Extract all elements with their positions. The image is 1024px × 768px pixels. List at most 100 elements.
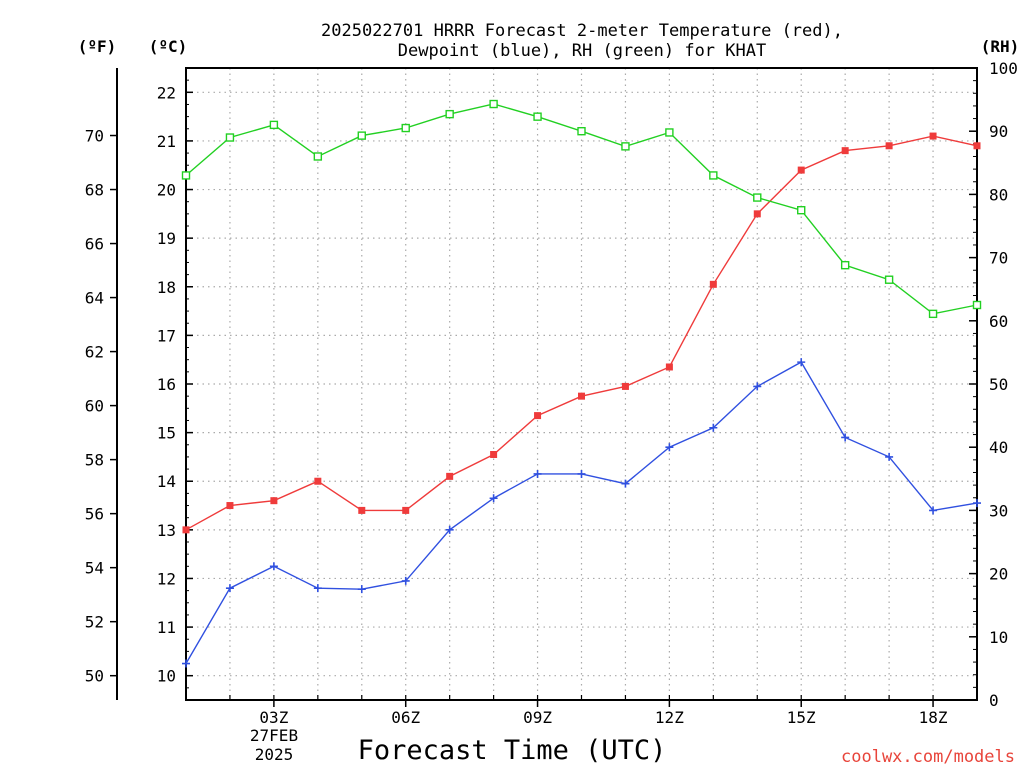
rh-point (753, 193, 762, 202)
rh-point (665, 128, 674, 137)
temperature-point (929, 132, 937, 140)
dewpoint-point (753, 382, 762, 391)
fahrenheit-axis-label: (ºF) (78, 37, 117, 56)
temperature-point (621, 382, 629, 390)
fahrenheit-tick-label: 56 (85, 505, 104, 524)
rh-point (621, 142, 630, 151)
temperature-point (885, 142, 893, 150)
grid-lines (186, 68, 977, 700)
temperature-point (270, 497, 278, 505)
series-rh (181, 99, 982, 319)
dewpoint-point (401, 576, 410, 585)
dewpoint-point (182, 659, 190, 668)
celsius-tick-label: 22 (157, 83, 176, 102)
fahrenheit-tick-label: 70 (85, 127, 104, 146)
fahrenheit-tick-label: 68 (85, 181, 104, 200)
fahrenheit-tick-label: 60 (85, 397, 104, 416)
rh-point (533, 112, 542, 121)
rh-point (489, 99, 498, 109)
celsius-tick-label: 12 (157, 569, 176, 588)
celsius-tick-label: 19 (157, 229, 176, 248)
celsius-tick-label: 10 (157, 667, 176, 686)
chart-title-line-1: 2025022701 HRRR Forecast 2-meter Tempera… (321, 21, 843, 41)
dewpoint-point (885, 452, 894, 461)
celsius-tick-label: 18 (157, 278, 176, 297)
rh-tick-label: 10 (989, 628, 1008, 647)
dewpoint-point (357, 585, 366, 594)
rh-tick-label: 80 (989, 185, 1008, 204)
rh-tick-label: 60 (989, 312, 1008, 331)
rh-point (357, 131, 366, 140)
celsius-tick-label: 21 (157, 132, 176, 151)
x-tick-label: 03Z (259, 708, 288, 727)
temperature-point (314, 477, 322, 485)
fahrenheit-tick-label: 66 (85, 235, 104, 254)
fahrenheit-tick-label: 52 (85, 613, 104, 632)
celsius-tick-label: 20 (157, 181, 176, 200)
fahrenheit-tick-label: 62 (85, 343, 104, 362)
celsius-tick-label: 11 (157, 618, 176, 637)
rh-tick-label: 20 (989, 565, 1008, 584)
watermark: coolwx.com/models (841, 747, 1015, 767)
dewpoint-point (665, 443, 674, 452)
rh-tick-label: 70 (989, 249, 1008, 268)
temperature-point (446, 472, 454, 480)
dewpoint-point (533, 469, 542, 478)
celsius-tick-label: 14 (157, 472, 176, 491)
rh-axis-label: (RH) (981, 37, 1020, 56)
dewpoint-point (269, 562, 278, 571)
fahrenheit-tick-label: 64 (85, 289, 104, 308)
rh-point (225, 133, 235, 142)
rh-point (445, 109, 454, 119)
x-axis-title: Forecast Time (UTC) (358, 735, 667, 766)
temperature-point (753, 210, 761, 218)
rh-point (884, 275, 894, 284)
temperature-point (358, 506, 366, 514)
series-temperature (182, 132, 981, 534)
temperature-point (797, 166, 805, 174)
dewpoint-point (841, 433, 850, 442)
fahrenheit-tick-label: 50 (85, 667, 104, 686)
x-tick-label: 06Z (391, 708, 420, 727)
temperature-point (490, 450, 498, 458)
dewpoint-point (973, 499, 981, 508)
rh-tick-label: 0 (989, 691, 999, 710)
dewpoint-point (577, 469, 586, 478)
x-tick-label: 12Z (655, 708, 684, 727)
data-series (181, 99, 982, 668)
celsius-tick-label: 13 (157, 521, 176, 540)
rh-point (797, 205, 806, 215)
temperature-point (226, 502, 234, 510)
x-tick-label: 09Z (523, 708, 552, 727)
rh-point (181, 171, 191, 180)
rh-tick-label: 100 (989, 59, 1018, 78)
rh-tick-label: 90 (989, 122, 1008, 141)
temperature-point (534, 412, 542, 420)
rh-tick-label: 40 (989, 438, 1008, 457)
fahrenheit-tick-label: 58 (85, 451, 104, 470)
dewpoint-point (709, 423, 718, 432)
rh-tick-label: 50 (989, 375, 1008, 394)
temperature-point (402, 506, 410, 514)
rh-tick-label: 30 (989, 501, 1008, 520)
chart-title-line-2: Dewpoint (blue), RH (green) for KHAT (398, 41, 766, 61)
series-dewpoint (182, 358, 981, 668)
x-tick-label: 15Z (787, 708, 816, 727)
fahrenheit-tick-label: 54 (85, 559, 104, 578)
temperature-point (665, 363, 673, 371)
rh-point (928, 309, 938, 319)
dewpoint-point (621, 479, 630, 488)
celsius-tick-label: 15 (157, 424, 176, 443)
rh-point (313, 152, 323, 161)
temperature-point (841, 147, 849, 155)
dewpoint-point (313, 584, 322, 593)
dewpoint-point (797, 358, 806, 367)
rh-point (840, 260, 850, 270)
x-tick-label: 18Z (919, 708, 948, 727)
rh-point (269, 120, 279, 130)
axis-ticks: 10 11 12 13 14 15 16 17 18 19 20 21 22 50 52 54 56 58 60 62… (85, 59, 1018, 727)
dewpoint-point (929, 506, 938, 515)
dewpoint-point (489, 494, 498, 503)
rh-point (577, 126, 586, 136)
